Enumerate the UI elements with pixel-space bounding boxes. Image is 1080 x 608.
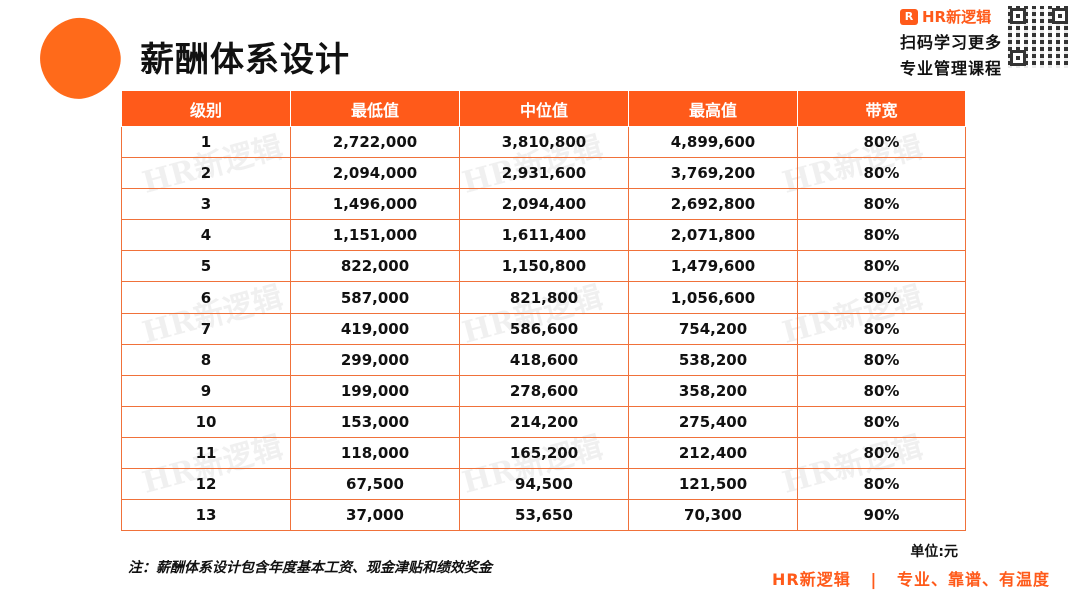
table-header-row: 级别 最低值 中位值 最高值 带宽 (121, 90, 966, 127)
table-row: 1 2,722,000 3,810,800 4,899,600 80% (121, 125, 966, 159)
cell-maximum: 754,200 (628, 312, 798, 345)
table-row: 5 822,000 1,150,800 1,479,600 80% (121, 250, 966, 283)
cell-level: 5 (121, 250, 291, 283)
header-midpoint: 中位值 (459, 90, 629, 127)
cell-minimum: 1,496,000 (290, 188, 460, 221)
cell-minimum: 37,000 (290, 499, 460, 532)
cell-midpoint: 821,800 (459, 281, 629, 314)
brand-header: R HR新逻辑 扫码学习更多 专业管理课程 (899, 6, 1002, 79)
header-minimum: 最低值 (290, 90, 460, 127)
cell-midpoint: 586,600 (459, 312, 629, 345)
cell-midpoint: 2,931,600 (459, 157, 629, 190)
table-row: 7 419,000 586,600 754,200 80% (121, 312, 966, 345)
cell-minimum: 822,000 (290, 250, 460, 283)
table-row: 13 37,000 53,650 70,300 90% (121, 499, 966, 532)
cell-minimum: 419,000 (290, 312, 460, 345)
cell-minimum: 67,500 (290, 468, 460, 501)
cell-midpoint: 1,150,800 (459, 250, 629, 283)
cell-range-spread: 80% (797, 281, 966, 314)
cell-midpoint: 94,500 (459, 468, 629, 501)
footer-slogan: HR新逻辑 | 专业、靠谱、有温度 (772, 570, 1050, 589)
footnote: 注：薪酬体系设计包含年度基本工资、现金津贴和绩效奖金 (128, 560, 492, 576)
cell-minimum: 199,000 (290, 374, 460, 407)
cell-midpoint: 278,600 (459, 374, 629, 407)
table-row: 9 199,000 278,600 358,200 80% (121, 374, 966, 407)
cell-range-spread: 80% (797, 125, 966, 159)
cell-maximum: 1,056,600 (628, 281, 798, 314)
decorative-orange-blob (29, 7, 131, 109)
cell-maximum: 1,479,600 (628, 250, 798, 283)
header-level: 级别 (121, 90, 291, 127)
cell-level: 6 (121, 281, 291, 314)
brand-slogan-line-1: 扫码学习更多 (899, 33, 1002, 52)
table-row: 8 299,000 418,600 538,200 80% (121, 343, 966, 376)
cell-midpoint: 3,810,800 (459, 125, 629, 159)
cell-maximum: 275,400 (628, 405, 798, 438)
cell-maximum: 70,300 (628, 499, 798, 532)
cell-minimum: 587,000 (290, 281, 460, 314)
cell-level: 13 (121, 499, 291, 532)
cell-minimum: 299,000 (290, 343, 460, 376)
cell-midpoint: 2,094,400 (459, 188, 629, 221)
cell-level: 10 (121, 405, 291, 438)
cell-minimum: 118,000 (290, 436, 460, 470)
table-row: 4 1,151,000 1,611,400 2,071,800 80% (121, 219, 966, 252)
cell-level: 8 (121, 343, 291, 376)
salary-table: 级别 最低值 中位值 最高值 带宽 1 2,722,000 3,810,800 4,8… (121, 90, 966, 532)
cell-level: 3 (121, 188, 291, 221)
cell-level: 7 (121, 312, 291, 345)
cell-range-spread: 80% (797, 374, 966, 407)
cell-level: 2 (121, 157, 291, 190)
brand-logo-text: HR新逻辑 (921, 8, 992, 26)
cell-maximum: 2,071,800 (628, 219, 798, 252)
cell-maximum: 212,400 (628, 436, 798, 470)
cell-range-spread: 80% (797, 219, 966, 252)
cell-range-spread: 80% (797, 188, 966, 221)
table-row: 6 587,000 821,800 1,056,600 80% (121, 281, 966, 314)
brand-logo: R HR新逻辑 (899, 6, 1002, 27)
cell-range-spread: 80% (797, 157, 966, 190)
header-range-spread: 带宽 (797, 90, 966, 127)
cell-level: 4 (121, 219, 291, 252)
cell-level: 11 (121, 436, 291, 470)
cell-range-spread: 80% (797, 250, 966, 283)
cell-minimum: 2,094,000 (290, 157, 460, 190)
cell-minimum: 2,722,000 (290, 125, 460, 159)
cell-maximum: 3,769,200 (628, 157, 798, 190)
cell-maximum: 121,500 (628, 468, 798, 501)
cell-range-spread: 80% (797, 468, 966, 501)
page-title: 薪酬体系设计 (140, 40, 350, 80)
cell-midpoint: 1,611,400 (459, 219, 629, 252)
cell-range-spread: 80% (797, 312, 966, 345)
cell-level: 1 (121, 125, 291, 159)
cell-maximum: 4,899,600 (628, 125, 798, 159)
cell-maximum: 358,200 (628, 374, 798, 407)
table-row: 11 118,000 165,200 212,400 80% (121, 436, 966, 470)
cell-range-spread: 80% (797, 405, 966, 438)
unit-label: 单位:元 (910, 544, 958, 560)
cell-maximum: 538,200 (628, 343, 798, 376)
cell-maximum: 2,692,800 (628, 188, 798, 221)
cell-range-spread: 90% (797, 499, 966, 532)
cell-midpoint: 418,600 (459, 343, 629, 376)
cell-range-spread: 80% (797, 436, 966, 470)
cell-level: 12 (121, 468, 291, 501)
header-maximum: 最高值 (628, 90, 798, 127)
table-row: 3 1,496,000 2,094,400 2,692,800 80% (121, 188, 966, 221)
cell-midpoint: 53,650 (459, 499, 629, 532)
brand-slogan-line-2: 专业管理课程 (899, 59, 1002, 78)
table-row: 2 2,094,000 2,931,600 3,769,200 80% (121, 157, 966, 190)
cell-minimum: 153,000 (290, 405, 460, 438)
table-row: 10 153,000 214,200 275,400 80% (121, 405, 966, 438)
cell-level: 9 (121, 374, 291, 407)
qr-code-icon[interactable] (1008, 6, 1070, 68)
cell-range-spread: 80% (797, 343, 966, 376)
brand-logo-icon: R (899, 8, 918, 25)
cell-midpoint: 214,200 (459, 405, 629, 438)
table-row: 12 67,500 94,500 121,500 80% (121, 468, 966, 501)
cell-midpoint: 165,200 (459, 436, 629, 470)
cell-minimum: 1,151,000 (290, 219, 460, 252)
